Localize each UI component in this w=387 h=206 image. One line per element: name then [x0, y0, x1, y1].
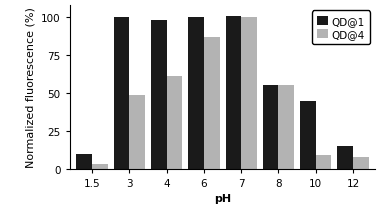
Bar — [353, 157, 369, 169]
Y-axis label: Normalized fluorescence (%): Normalized fluorescence (%) — [26, 7, 36, 168]
Bar — [166, 77, 182, 169]
Bar — [188, 18, 204, 169]
Bar — [76, 154, 92, 169]
Bar — [316, 155, 331, 169]
Bar — [151, 21, 166, 169]
Bar — [204, 38, 219, 169]
Legend: QD@1, QD@4: QD@1, QD@4 — [312, 11, 370, 45]
Bar — [337, 146, 353, 169]
Bar — [279, 86, 294, 169]
Bar — [92, 164, 108, 169]
Bar — [300, 101, 316, 169]
Bar — [263, 86, 279, 169]
Bar — [226, 17, 241, 169]
Bar — [241, 18, 257, 169]
X-axis label: pH: pH — [214, 193, 231, 203]
Bar — [129, 95, 145, 169]
Bar — [114, 18, 129, 169]
